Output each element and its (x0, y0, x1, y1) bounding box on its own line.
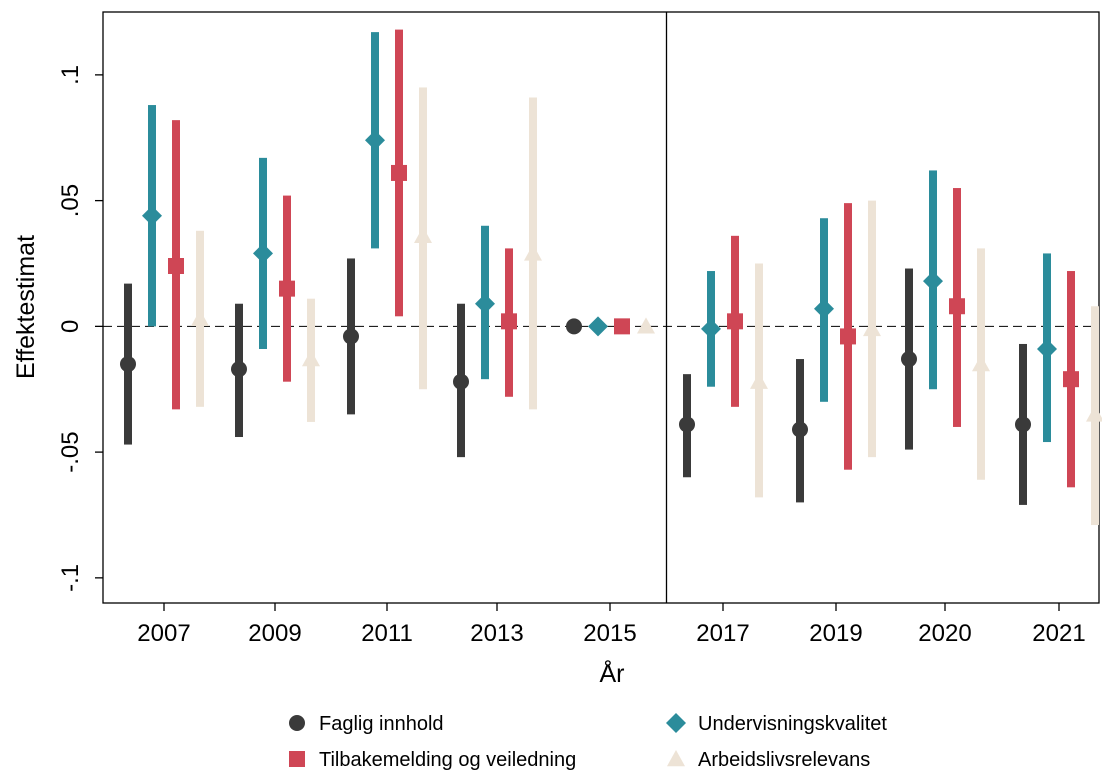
point-marker (588, 316, 608, 337)
point-marker (253, 243, 273, 264)
point-marker (792, 421, 808, 438)
x-tick-label: 2017 (696, 620, 749, 647)
legend: Faglig innhold Undervisningskvalitet Tilba… (289, 713, 887, 771)
legend-item: Undervisningskvalitet (666, 713, 887, 735)
y-tick-label: .05 (57, 184, 84, 217)
point-marker (614, 318, 630, 335)
point-marker (814, 298, 834, 319)
x-tick-label: 2013 (470, 620, 523, 647)
point-marker (923, 271, 943, 292)
point-marker (1086, 405, 1102, 422)
point-marker (191, 309, 209, 327)
point-marker (566, 318, 582, 335)
x-tick-label: 2011 (361, 620, 413, 647)
legend-label: Tilbakemelding og veiledning (319, 749, 576, 771)
triangle-legend-icon (667, 750, 685, 767)
legend-item: Arbeidslivsrelevans (667, 749, 870, 771)
x-axis: 2007 2009 2011 2013 2015 2017 2019 2020 2021 (137, 603, 1086, 647)
legend-label: Faglig innhold (319, 713, 444, 735)
point-marker (475, 293, 495, 314)
point-marker (453, 373, 469, 390)
point-marker (365, 130, 385, 151)
legend-item: Tilbakemelding og veiledning (289, 749, 576, 771)
y-axis: .1 .05 0 -.05 -.1 (57, 65, 103, 592)
plot-area (102, 11, 1102, 604)
legend-label: Arbeidslivsrelevans (698, 749, 870, 771)
point-marker (972, 355, 990, 372)
x-tick-label: 2007 (137, 620, 190, 647)
point-marker (414, 226, 432, 244)
series-arbeidslivsrelevans (191, 87, 1102, 526)
legend-item: Faglig innhold (289, 713, 444, 735)
point-marker (1063, 371, 1079, 388)
point-marker (391, 164, 407, 181)
series-undervisningskvalitet (142, 32, 1057, 443)
point-marker (701, 318, 721, 339)
point-marker (679, 416, 695, 433)
point-marker (279, 280, 295, 297)
point-marker (501, 313, 517, 330)
legend-label: Undervisningskvalitet (698, 713, 887, 735)
point-marker (1015, 416, 1031, 433)
point-marker (840, 328, 856, 345)
square-legend-icon (289, 751, 305, 767)
y-tick-label: 0 (57, 320, 84, 333)
series-faglig-innhold (120, 258, 1031, 505)
x-tick-label: 2021 (1032, 620, 1085, 647)
point-marker (302, 350, 320, 367)
point-marker (168, 258, 184, 275)
point-marker (637, 317, 655, 334)
series-layer (120, 29, 1102, 526)
circle-legend-icon (289, 715, 305, 731)
y-axis-title: Effektestimat (12, 235, 40, 379)
x-tick-label: 2020 (918, 620, 971, 647)
series-tilbakemelding-og-veiledning (168, 29, 1079, 488)
point-marker (1037, 338, 1057, 359)
point-marker (863, 319, 881, 337)
x-tick-label: 2019 (809, 620, 862, 647)
point-marker (949, 298, 965, 315)
point-marker (231, 361, 247, 378)
point-marker (901, 351, 917, 368)
x-tick-label: 2015 (583, 620, 636, 647)
point-marker (142, 205, 162, 226)
y-tick-label: -.1 (57, 564, 84, 592)
y-tick-label: .1 (57, 65, 84, 85)
point-marker (343, 328, 359, 345)
point-marker (120, 356, 136, 373)
point-marker (750, 372, 768, 389)
diamond-legend-icon (666, 713, 686, 733)
y-tick-label: -.05 (57, 431, 84, 472)
x-axis-title: År (600, 658, 625, 688)
point-marker (524, 244, 542, 261)
point-marker (727, 313, 743, 330)
x-tick-label: 2009 (248, 620, 301, 647)
